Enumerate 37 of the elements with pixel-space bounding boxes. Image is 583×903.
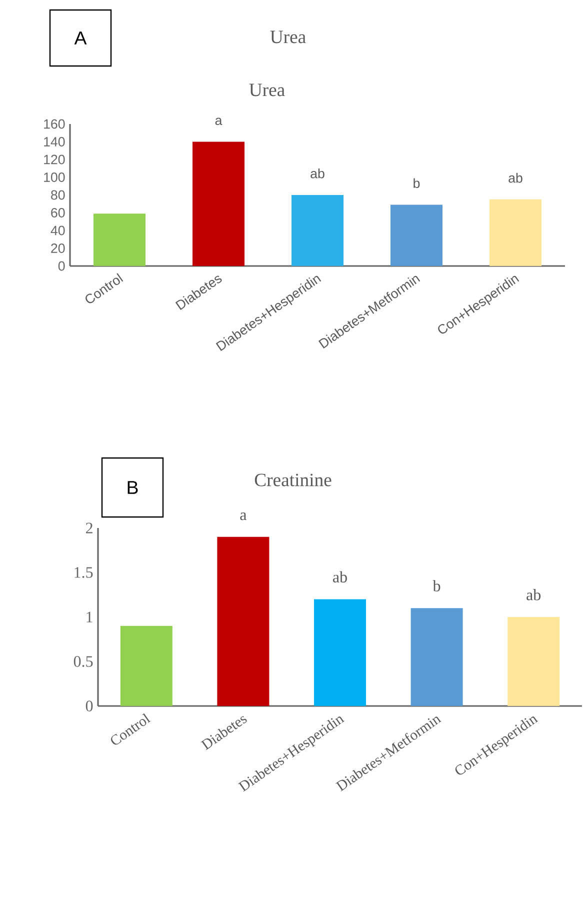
text: A <box>74 32 87 44</box>
y-tick-label: 140 <box>44 137 65 146</box>
y-tick-label: 80 <box>51 190 65 200</box>
y-tick-label: 1.5 <box>74 567 93 578</box>
annotation: ab <box>508 172 522 183</box>
chart-title: Creatinine <box>254 474 332 486</box>
annotation: ab <box>333 571 348 582</box>
y-tick-label: 0 <box>58 261 65 271</box>
y-tick-label: 60 <box>51 208 65 218</box>
bar <box>390 204 443 266</box>
bar <box>217 536 270 706</box>
bar <box>508 616 560 706</box>
y-tick-label: 1 <box>86 612 92 622</box>
bar <box>314 599 366 706</box>
y-tick-label: 0 <box>86 700 93 712</box>
bar <box>292 194 344 266</box>
annotation: b <box>414 178 420 188</box>
annotation: ab <box>526 589 541 600</box>
bar <box>490 199 542 266</box>
bar <box>94 214 146 266</box>
annotation: b <box>432 580 440 592</box>
y-tick-label: 100 <box>44 172 65 182</box>
y-tick-label: 160 <box>44 119 65 129</box>
annotation: a <box>215 118 222 126</box>
y-tick-label: 2 <box>86 522 92 534</box>
chart-subtitle: Urea <box>249 84 285 96</box>
text: B <box>128 481 138 494</box>
y-tick-label: 120 <box>44 154 65 164</box>
bar <box>120 626 172 706</box>
annotation: ab <box>310 168 324 178</box>
y-tick-label: 20 <box>51 244 65 253</box>
chart-title: Urea <box>270 30 306 44</box>
bar <box>410 608 463 706</box>
annotation: a <box>240 512 247 520</box>
y-tick-label: 40 <box>50 226 65 236</box>
y-tick-label: 0.5 <box>74 656 93 667</box>
bar <box>192 142 245 266</box>
